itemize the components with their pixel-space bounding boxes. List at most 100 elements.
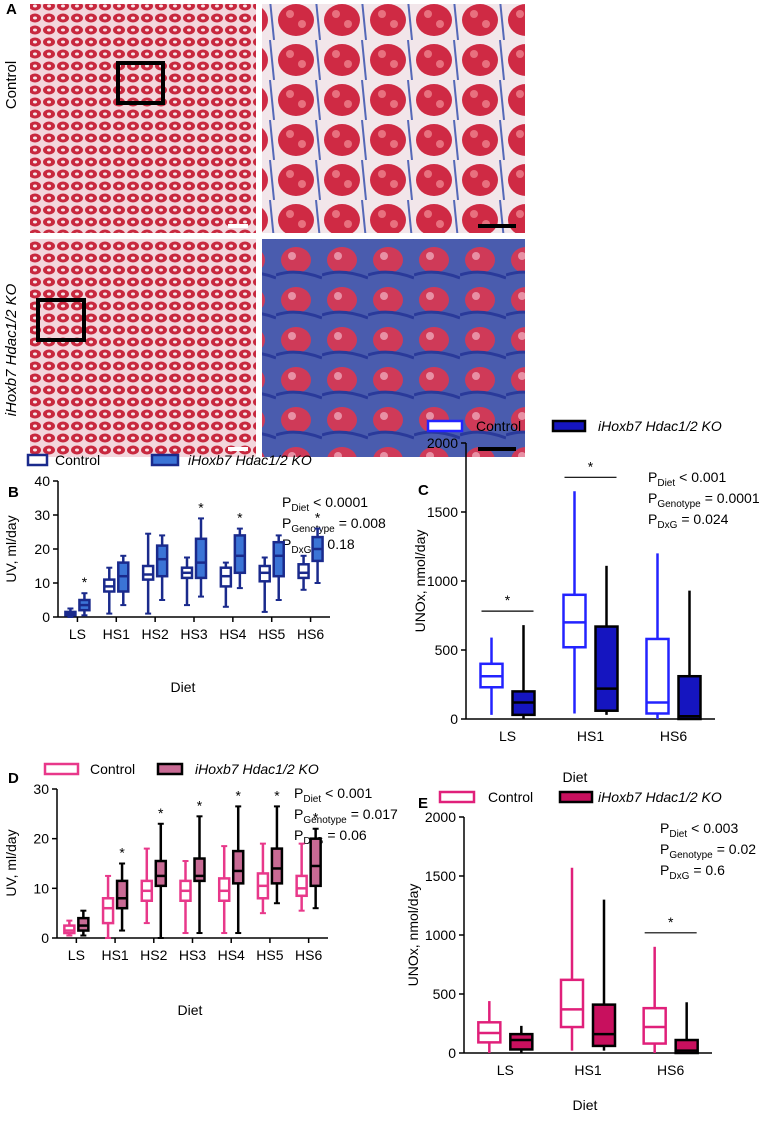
stat-label: P xyxy=(648,511,657,527)
stat-text: PDiet < 0.003 xyxy=(660,820,738,840)
stat-value: = 0.6 xyxy=(693,862,725,878)
stat-value: < 0.001 xyxy=(679,469,726,485)
row-label: Control xyxy=(3,61,20,109)
x-tick-label: LS xyxy=(497,1062,514,1078)
box xyxy=(295,874,308,898)
stat-text: PDxG = 0.6 xyxy=(660,862,725,882)
legend-swatch xyxy=(438,790,476,804)
stat-subscript: Genotype xyxy=(657,499,701,510)
x-tick-label: HS4 xyxy=(219,626,246,642)
legend-label: iHoxb7 Hdac1/2 KO xyxy=(598,789,722,805)
stat-value: = 0.017 xyxy=(351,806,398,822)
y-tick-label: 0 xyxy=(450,711,458,727)
significance: * xyxy=(119,845,125,861)
significance: * xyxy=(588,458,594,474)
y-tick-label: 0 xyxy=(42,609,50,625)
stat-subscript: DxG xyxy=(291,545,311,556)
stat-label: P xyxy=(282,536,291,552)
significance: * xyxy=(198,499,204,515)
stat-subscript: Genotype xyxy=(303,815,347,826)
box xyxy=(101,897,115,925)
scale-bar xyxy=(478,447,516,451)
x-axis-label: Diet xyxy=(563,769,588,785)
y-tick-label: 2000 xyxy=(425,809,456,825)
legend-label: iHoxb7 Hdac1/2 KO xyxy=(188,452,312,468)
stat-label: P xyxy=(660,820,669,836)
legend-label: iHoxb7 Hdac1/2 KO xyxy=(195,761,319,777)
significance: * xyxy=(237,510,243,526)
y-tick-label: 500 xyxy=(435,642,459,658)
box xyxy=(154,859,168,888)
stat-value: = 0.008 xyxy=(339,515,386,531)
box xyxy=(645,637,670,715)
significance: * xyxy=(158,805,164,821)
box xyxy=(297,563,310,580)
stat-text: PDxG = 0.18 xyxy=(282,536,355,556)
x-tick-label: LS xyxy=(499,728,516,744)
legend-swatch xyxy=(43,762,80,776)
stat-text: PDiet < 0.001 xyxy=(294,785,372,805)
stat-text: PGenotype = 0.02 xyxy=(660,841,756,861)
histology-image xyxy=(262,239,525,457)
y-tick-label: 0 xyxy=(448,1045,456,1061)
scale-bar xyxy=(228,447,248,451)
legend-label: Control xyxy=(90,761,135,777)
x-tick-label: HS6 xyxy=(660,728,687,744)
scale-bar xyxy=(228,224,248,228)
inset-box xyxy=(116,61,165,105)
inset-box xyxy=(36,298,86,342)
box xyxy=(141,564,155,581)
x-tick-label: HS1 xyxy=(101,947,128,963)
y-tick-label: 20 xyxy=(33,831,49,847)
legend-swatch xyxy=(551,419,587,433)
box xyxy=(309,837,322,888)
stat-value: = 0.18 xyxy=(315,536,355,552)
y-axis-label: UV, ml/day xyxy=(3,829,19,896)
stat-subscript: Diet xyxy=(291,503,309,514)
legend-label: Control xyxy=(55,452,100,468)
x-tick-label: HS1 xyxy=(103,626,130,642)
box xyxy=(233,534,247,575)
legend-label: Control xyxy=(488,789,533,805)
significance: * xyxy=(235,787,241,803)
histology-image xyxy=(262,4,525,233)
box xyxy=(193,857,206,883)
y-axis-label: UNOx, nmol/day xyxy=(405,884,421,987)
x-axis-label: Diet xyxy=(573,1097,598,1113)
legend-swatch xyxy=(26,453,49,467)
row-label: iHoxb7 Hdac1/2 KO xyxy=(3,283,20,416)
y-tick-label: 1000 xyxy=(425,927,456,943)
legend-label: iHoxb7 Hdac1/2 KO xyxy=(598,418,722,434)
stat-subscript: DxG xyxy=(669,871,689,882)
x-tick-label: HS6 xyxy=(295,947,322,963)
stat-label: P xyxy=(294,827,303,843)
x-tick-label: HS6 xyxy=(657,1062,684,1078)
box xyxy=(231,849,245,885)
stat-subscript: Diet xyxy=(303,794,321,805)
x-tick-label: HS5 xyxy=(258,626,285,642)
legend-label: Control xyxy=(476,418,521,434)
panel-label: E xyxy=(418,795,428,812)
x-tick-label: LS xyxy=(69,626,86,642)
stat-label: P xyxy=(648,469,657,485)
y-tick-label: 20 xyxy=(34,541,50,557)
x-tick-label: HS3 xyxy=(180,626,207,642)
stat-subscript: Genotype xyxy=(669,850,713,861)
stat-value: = 0.02 xyxy=(717,841,757,857)
x-tick-label: HS4 xyxy=(218,947,245,963)
y-tick-label: 30 xyxy=(34,507,50,523)
stat-label: P xyxy=(660,841,669,857)
y-axis-label: UV, ml/day xyxy=(3,515,19,582)
stat-value: = 0.0001 xyxy=(705,490,760,506)
box xyxy=(559,978,585,1029)
box xyxy=(591,1003,617,1048)
x-tick-label: HS1 xyxy=(577,728,604,744)
stat-label: P xyxy=(294,806,303,822)
stat-text: PDiet < 0.0001 xyxy=(282,494,368,514)
box xyxy=(194,537,208,580)
y-tick-label: 10 xyxy=(34,575,50,591)
